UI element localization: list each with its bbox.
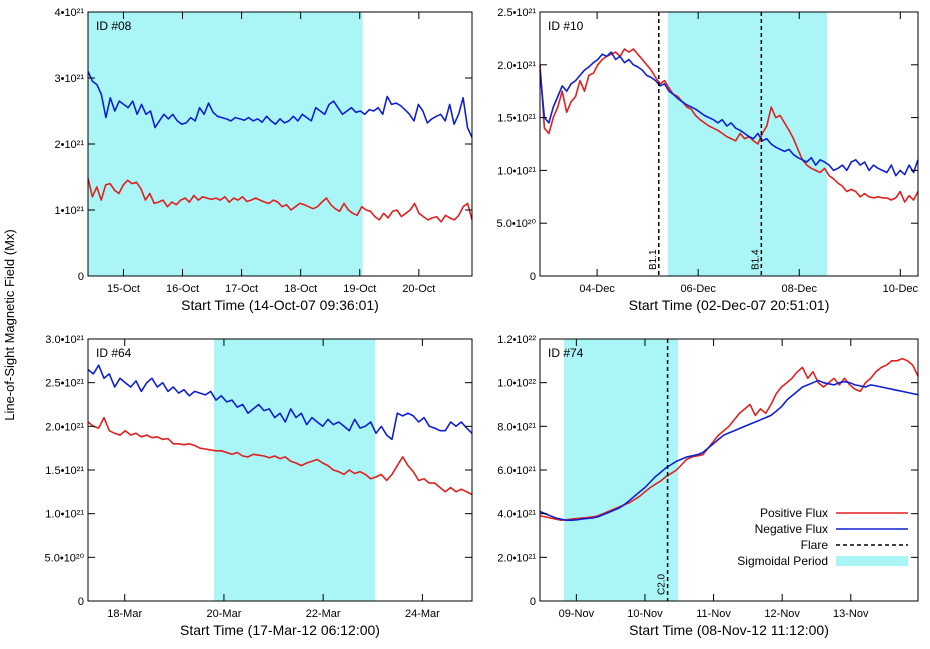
y-tick-label: 2•10²¹ (54, 139, 84, 151)
y-tick-label: 1.2•10²² (497, 334, 536, 346)
positive-flux-line (87, 416, 473, 496)
x-tick-label: 04-Dec (579, 283, 615, 295)
y-tick-label: 0 (78, 596, 84, 608)
x-tick-label: 18-Mar (107, 608, 142, 620)
x-tick-label: 06-Dec (680, 283, 716, 295)
x-axis-title: Start Time (08-Nov-12 11:12:00) (629, 622, 829, 638)
y-tick-label: 1.5•10²¹ (45, 465, 84, 477)
x-tick-label: 08-Dec (782, 283, 818, 295)
negative-flux-line (539, 51, 919, 177)
shared-ylabel: Line-of-Sight Magnetic Field (Mx) (2, 229, 17, 420)
y-tick-label: 4•10²¹ (54, 7, 84, 19)
flare-label: B1.4 (750, 249, 761, 270)
sigmoid-period-band (214, 339, 376, 601)
x-tick-label: 17-Oct (225, 283, 258, 295)
y-tick-label: 4.0•10²¹ (497, 509, 536, 521)
legend-item-label: Positive Flux (760, 506, 828, 520)
y-tick-label: 1.0•10²¹ (497, 165, 536, 177)
positive-flux-line (539, 48, 919, 203)
positive-flux-line (87, 178, 473, 223)
legend-item-label: Sigmoidal Period (737, 554, 828, 568)
chart-panel-4: C2.0 09-Nov 10-Nov 11-Nov 12-Nov 13-Nov 0 2.0•1… (497, 334, 919, 638)
x-tick-label: 19-Oct (343, 283, 376, 295)
y-tick-label: 6.0•10²¹ (497, 465, 536, 477)
negative-flux-line (539, 379, 919, 522)
y-tick-label: 0 (78, 271, 84, 283)
x-tick-label: 20-Oct (402, 283, 435, 295)
panel-id-label: ID #64 (96, 346, 132, 360)
negative-flux-line (87, 364, 473, 441)
y-tick-label: 3.0•10²¹ (45, 334, 84, 346)
positive-flux-line (539, 357, 919, 522)
x-tick-label: 18-Oct (284, 283, 317, 295)
y-tick-label: 1.0•10²² (497, 378, 536, 390)
y-tick-label: 2.5•10²¹ (497, 7, 536, 19)
panel-id-label: ID #08 (96, 19, 132, 33)
y-tick-label: 2.0•10²¹ (497, 60, 536, 72)
y-tick-label: 0 (530, 596, 536, 608)
y-tick-label: 2.5•10²¹ (45, 378, 84, 390)
y-tick-label: 3•10²¹ (54, 73, 84, 85)
legend: Positive Flux Negative Flux Flare Sigmoidal… (737, 506, 908, 568)
negative-flux-line (87, 71, 473, 138)
panel-id-label: ID #10 (548, 19, 584, 33)
legend-swatch-sigmoid (836, 556, 908, 566)
y-tick-label: 5.0•10²⁰ (45, 552, 85, 564)
x-tick-label: 09-Nov (559, 608, 595, 620)
sigmoid-period-band (564, 339, 678, 601)
y-tick-label: 2.0•10²¹ (497, 552, 536, 564)
sigmoid-period-band (667, 12, 828, 276)
chart-panel-1: 15-Oct 16-Oct 17-Oct 18-Oct 19-Oct 20-Oct 0 1•1… (54, 7, 473, 313)
chart-panel-2: B1.1 B1.4 04-Dec 06-Dec 08-Dec 10-Dec 0 5.0•10²… (497, 7, 919, 313)
x-tick-label: 10-Dec (883, 283, 919, 295)
y-tick-label: 0 (530, 271, 536, 283)
y-tick-label: 5.0•10²⁰ (497, 218, 537, 230)
y-tick-label: 1.5•10²¹ (497, 113, 536, 125)
chart-panel-3: 18-Mar 20-Mar 22-Mar 24-Mar 0 5.0•10²⁰ 1.0•10²… (45, 334, 473, 638)
flare-label: C2.0 (657, 573, 668, 595)
x-tick-label: 15-Oct (107, 283, 140, 295)
panels: 15-Oct 16-Oct 17-Oct 18-Oct 19-Oct 20-Oct 0 1•1… (45, 7, 919, 638)
x-tick-label: 20-Mar (207, 608, 242, 620)
plot-frame (539, 11, 919, 277)
x-tick-label: 11-Nov (696, 608, 731, 620)
legend-item-label: Negative Flux (755, 522, 828, 536)
flare-label: B1.1 (648, 249, 659, 270)
x-tick-label: 13-Nov (833, 608, 869, 620)
y-tick-label: 1.0•10²¹ (45, 509, 84, 521)
x-tick-label: 22-Mar (306, 608, 341, 620)
legend-item-label: Flare (801, 538, 829, 552)
x-tick-label: 10-Nov (627, 608, 663, 620)
x-tick-label: 16-Oct (166, 283, 199, 295)
y-tick-label: 2.0•10²¹ (45, 421, 84, 433)
panel-id-label: ID #74 (548, 346, 584, 360)
x-tick-label: 24-Mar (405, 608, 440, 620)
x-axis-title: Start Time (14-Oct-07 09:36:01) (181, 297, 379, 313)
x-axis-title: Start Time (17-Mar-12 06:12:00) (180, 622, 380, 638)
x-tick-label: 12-Nov (764, 608, 800, 620)
y-tick-label: 1•10²¹ (54, 205, 84, 217)
y-tick-label: 8.0•10²¹ (497, 421, 536, 433)
sigmoid-period-band (88, 12, 363, 276)
x-axis-title: Start Time (02-Dec-07 20:51:01) (629, 297, 830, 313)
